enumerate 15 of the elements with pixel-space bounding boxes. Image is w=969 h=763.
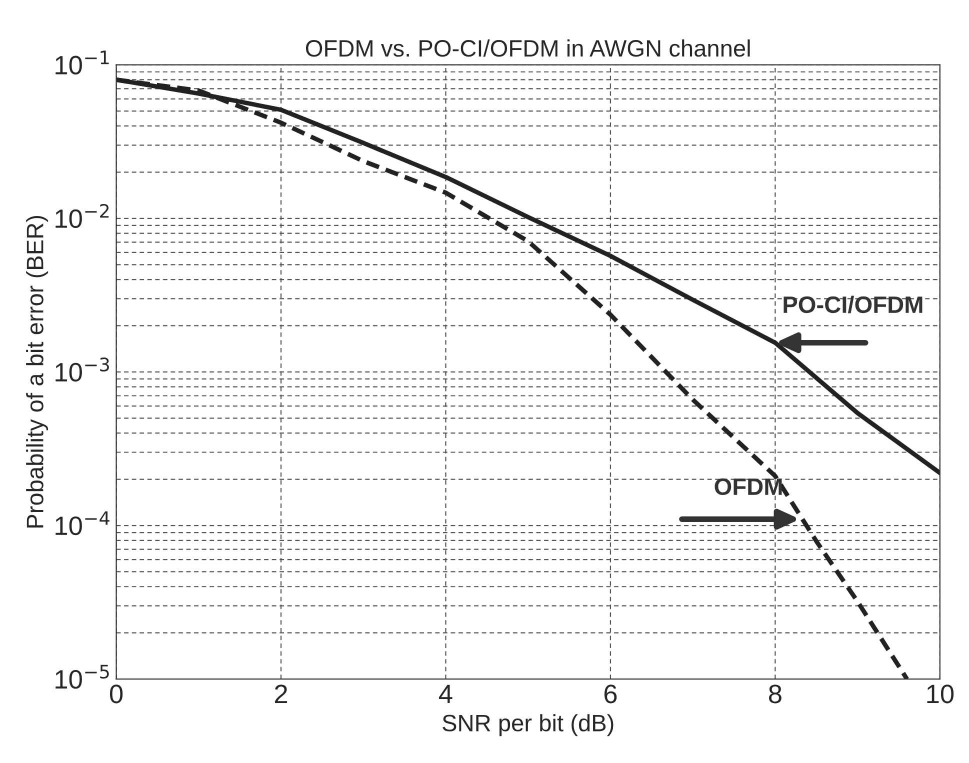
annotation: PO-CI/OFDM <box>784 296 922 314</box>
x-tick-label: 2 <box>275 684 288 704</box>
x-tick-label: 10 <box>927 684 954 704</box>
x-tick-label: 6 <box>604 684 617 704</box>
x-axis-title: SNR per bit (dB) <box>442 714 614 736</box>
y-tick-label: 10$^{−1}$ <box>56 50 109 74</box>
x-tick-label: 8 <box>769 684 782 704</box>
y-tick-label: 10$^{−5}$ <box>56 664 109 689</box>
y-tick-label: 10$^{−4}$ <box>56 511 110 536</box>
x-tick-label: 4 <box>439 684 452 704</box>
x-tick-label: 0 <box>110 684 123 704</box>
y-tick-label: 10$^{−2}$ <box>56 204 109 228</box>
y-axis-title: Probability of a bit error (BER) <box>26 216 48 528</box>
chart-title: OFDM vs. PO-CI/OFDM in AWGN channel <box>306 39 750 57</box>
y-tick-label: 10$^{−3}$ <box>56 358 109 382</box>
